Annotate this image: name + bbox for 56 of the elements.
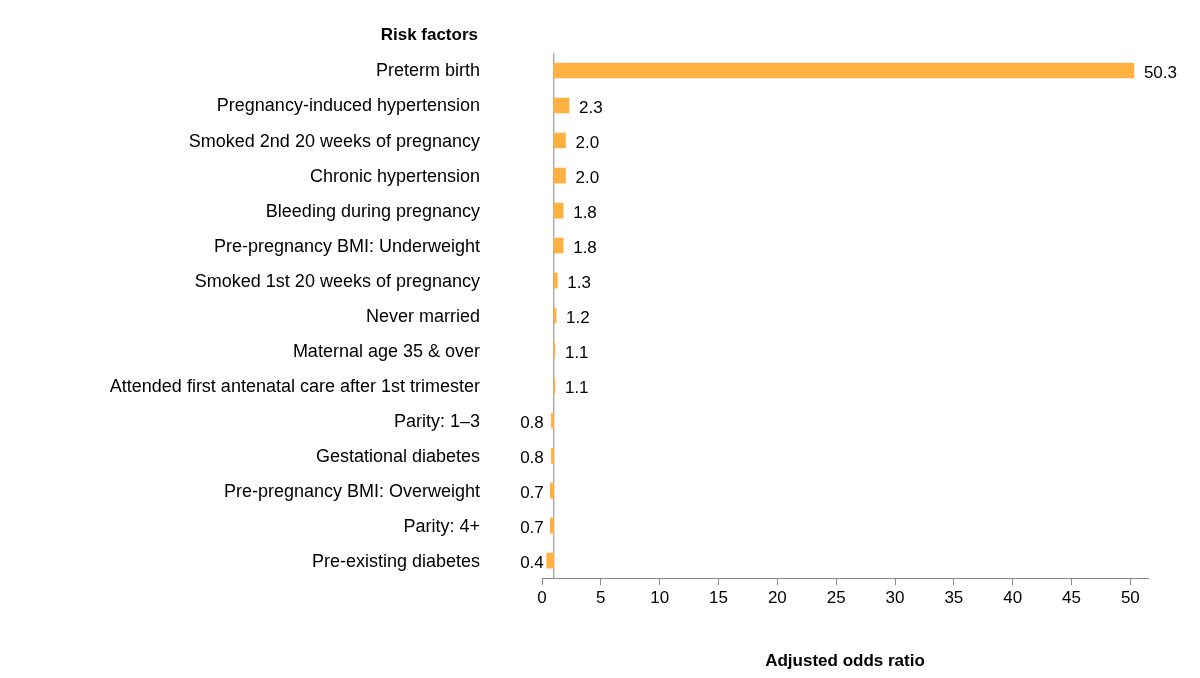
- y-tick-label: Pregnancy-induced hypertension: [216, 95, 480, 116]
- y-tick-label: Preterm birth: [375, 60, 480, 81]
- bar: [551, 447, 555, 464]
- y-tick-label: Bleeding during pregnancy: [265, 200, 480, 221]
- data-label: 1.2: [566, 308, 590, 328]
- y-axis-title: Risk factors: [380, 24, 478, 44]
- data-label: 1.3: [567, 273, 591, 293]
- x-tick-label: 10: [650, 588, 670, 608]
- y-tick-label: Attended first antenatal care after 1st trimester: [109, 375, 480, 396]
- y-tick-label: Gestational diabetes: [315, 445, 480, 466]
- bar: [553, 132, 566, 149]
- bar: [553, 237, 564, 254]
- bar: [551, 412, 555, 429]
- bar: [553, 272, 558, 289]
- x-tick-label: 45: [1062, 588, 1081, 608]
- data-label: 1.1: [564, 378, 589, 398]
- y-tick-label: Pre-pregnancy BMI: Underweight: [213, 235, 480, 256]
- data-label: 0.8: [520, 413, 544, 433]
- data-label: 50.3: [1143, 63, 1177, 83]
- bar: [549, 517, 555, 534]
- bar: [553, 167, 566, 184]
- data-label: 1.1: [564, 343, 589, 363]
- data-label: 0.4: [520, 553, 544, 573]
- x-axis-title: Adjusted odds ratio: [765, 651, 925, 671]
- y-tick-label: Never married: [365, 305, 480, 326]
- data-label: 1.8: [573, 203, 597, 223]
- bar: [553, 307, 557, 324]
- data-label: 0.7: [520, 518, 544, 538]
- bar: [553, 202, 564, 219]
- x-tick-label: 40: [1003, 588, 1023, 608]
- x-tick-label: 50: [1120, 588, 1140, 608]
- bar: [553, 97, 570, 114]
- data-label: 2.0: [575, 168, 600, 188]
- y-tick-label: Maternal age 35 & over: [292, 340, 480, 361]
- x-tick-label: 5: [596, 588, 606, 608]
- x-tick-label: 35: [944, 588, 964, 608]
- x-tick-label: 30: [885, 588, 905, 608]
- data-label: 2.3: [579, 98, 603, 118]
- y-tick-label: Chronic hypertension: [309, 165, 480, 186]
- y-tick-label: Parity: 1–3: [393, 410, 480, 431]
- data-label: 0.8: [520, 448, 544, 468]
- x-tick-label: 20: [767, 588, 787, 608]
- x-tick-label: 25: [826, 588, 846, 608]
- y-tick-label: Smoked 2nd 20 weeks of pregnancy: [188, 130, 480, 151]
- data-label: 0.7: [520, 483, 544, 503]
- y-tick-label: Pre-pregnancy BMI: Overweight: [223, 480, 480, 501]
- y-tick-label: Smoked 1st 20 weeks of pregnancy: [194, 270, 480, 291]
- bar: [553, 62, 1135, 79]
- x-tick-label: 15: [709, 588, 728, 608]
- data-label: 1.8: [573, 238, 597, 258]
- x-tick-label: 0: [537, 588, 547, 608]
- data-label: 2.0: [575, 133, 600, 153]
- y-tick-label: Parity: 4+: [403, 515, 480, 536]
- y-tick-label: Pre-existing diabetes: [311, 550, 480, 571]
- bar: [549, 482, 555, 499]
- bar: [546, 552, 555, 569]
